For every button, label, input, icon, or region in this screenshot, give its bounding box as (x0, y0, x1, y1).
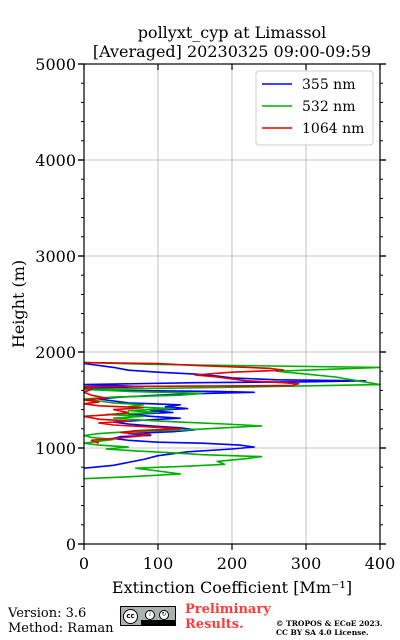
series-lines (83, 361, 381, 480)
y-tick-label: 4000 (35, 151, 76, 170)
preliminary-line2: Results. (185, 617, 244, 632)
x-tick-label: 300 (291, 554, 322, 573)
series-line-355-nm (83, 362, 366, 469)
x-tick-label: 400 (365, 554, 396, 573)
attribution-icon: i (145, 610, 155, 620)
legend: 355 nm 532 nm 1064 nm (255, 70, 374, 146)
x-axis-label: Extinction Coefficient [Mm⁻¹] (112, 578, 352, 597)
series-line-1064-nm (83, 361, 300, 444)
preliminary-line1: Preliminary (185, 602, 271, 617)
legend-box (255, 70, 374, 146)
share-alike-icon: ↻ (159, 610, 169, 620)
y-tick-label: 1000 (35, 439, 76, 458)
copyright-text: © TROPOS & ECoE 2023. CC BY SA 4.0 Licen… (276, 619, 383, 637)
y-tick-label: 5000 (35, 55, 76, 74)
y-tick-label: 2000 (35, 343, 76, 362)
copyright-line1: © TROPOS & ECoE 2023. (276, 619, 383, 628)
copyright-line2: CC BY SA 4.0 License. (276, 628, 369, 637)
x-tick-label: 100 (143, 554, 174, 573)
y-tick-label: 0 (66, 535, 76, 554)
badge-strip (141, 620, 175, 625)
preliminary-results-text: Preliminary Results. (185, 602, 271, 632)
y-tick-label: 3000 (35, 247, 76, 266)
chart-title-line2: [Averaged] 20230325 09:00-09:59 (93, 42, 371, 61)
series-line-532-nm (83, 361, 381, 480)
legend-label: 532 nm (302, 99, 355, 115)
legend-label: 1064 nm (302, 121, 364, 137)
version-text: Version: 3.6 (8, 606, 87, 621)
method-text: Method: Raman (8, 621, 114, 636)
cc-license-badge: cc i ↻ (120, 606, 176, 626)
x-tick-label: 0 (79, 554, 89, 573)
y-axis-label: Height (m) (9, 260, 28, 348)
cc-icon: cc (123, 609, 138, 624)
legend-label: 355 nm (302, 77, 355, 93)
x-tick-label: 200 (217, 554, 248, 573)
chart-title-line1: pollyxt_cyp at Limassol (138, 23, 327, 42)
